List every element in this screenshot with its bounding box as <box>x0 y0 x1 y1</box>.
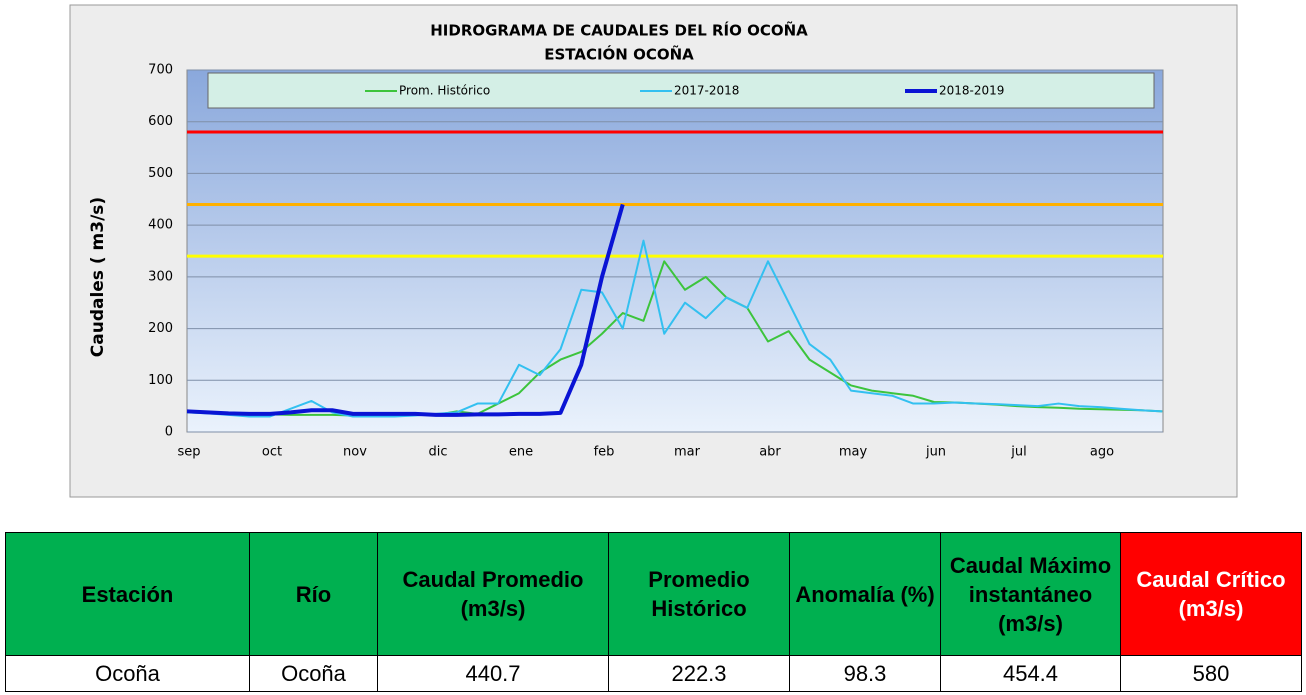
header-cell: Caudal Crítico (m3/s) <box>1120 532 1302 656</box>
header-cell: Promedio Histórico <box>608 532 790 656</box>
x-tick-label: abr <box>759 445 781 460</box>
x-tick-label: ene <box>509 445 533 460</box>
y-tick-label: 400 <box>148 218 173 233</box>
y-axis-label: Caudales ( m3/s) <box>88 197 108 357</box>
plot-area <box>186 69 1164 433</box>
header-cell: Caudal Promedio (m3/s) <box>377 532 609 656</box>
table-cell: Ocoña <box>5 655 250 692</box>
table-cell: 454.4 <box>940 655 1121 692</box>
table-cell: 440.7 <box>377 655 609 692</box>
y-tick-label: 500 <box>148 166 173 181</box>
table-cell: 580 <box>1120 655 1302 692</box>
y-tick-label: 0 <box>165 425 173 440</box>
series-line <box>186 239 1163 418</box>
table-cell: Ocoña <box>249 655 378 692</box>
y-tick-label: 200 <box>148 321 173 336</box>
legend-label: Prom. Histórico <box>399 84 490 98</box>
x-tick-label: mar <box>674 445 701 460</box>
y-tick-label: 100 <box>148 373 173 388</box>
y-tick-label: 700 <box>148 63 173 78</box>
chart: HIDROGRAMA DE CAUDALES DEL RÍO OCOÑA EST… <box>69 4 1238 498</box>
header-cell: Anomalía (%) <box>789 532 941 656</box>
x-tick-label: jul <box>1010 445 1026 460</box>
header-cell: Río <box>249 532 378 656</box>
y-tick-label: 600 <box>148 114 173 129</box>
y-tick-label: 300 <box>148 269 173 284</box>
x-tick-label: oct <box>262 445 282 460</box>
legend-label: 2018-2019 <box>939 84 1004 98</box>
x-tick-label: jun <box>925 445 946 460</box>
x-tick-label: feb <box>594 445 615 460</box>
data-table: Estación Río Caudal Promedio (m3/s) Promedi… <box>5 532 1302 692</box>
x-tick-label: ago <box>1090 445 1114 460</box>
table-cell: 222.3 <box>608 655 790 692</box>
chart-subtitle: ESTACIÓN OCOÑA <box>544 45 694 64</box>
chart-title: HIDROGRAMA DE CAUDALES DEL RÍO OCOÑA <box>430 21 808 40</box>
series-line <box>186 203 625 417</box>
table-cell: 98.3 <box>789 655 941 692</box>
header-cell: Caudal Máximo instantáneo (m3/s) <box>940 532 1121 656</box>
x-tick-label: nov <box>343 445 367 460</box>
legend-label: 2017-2018 <box>674 84 739 98</box>
x-tick-label: sep <box>177 445 200 460</box>
x-tick-label: may <box>839 445 868 460</box>
header-cell: Estación <box>5 532 250 656</box>
x-tick-label: dic <box>428 445 447 460</box>
